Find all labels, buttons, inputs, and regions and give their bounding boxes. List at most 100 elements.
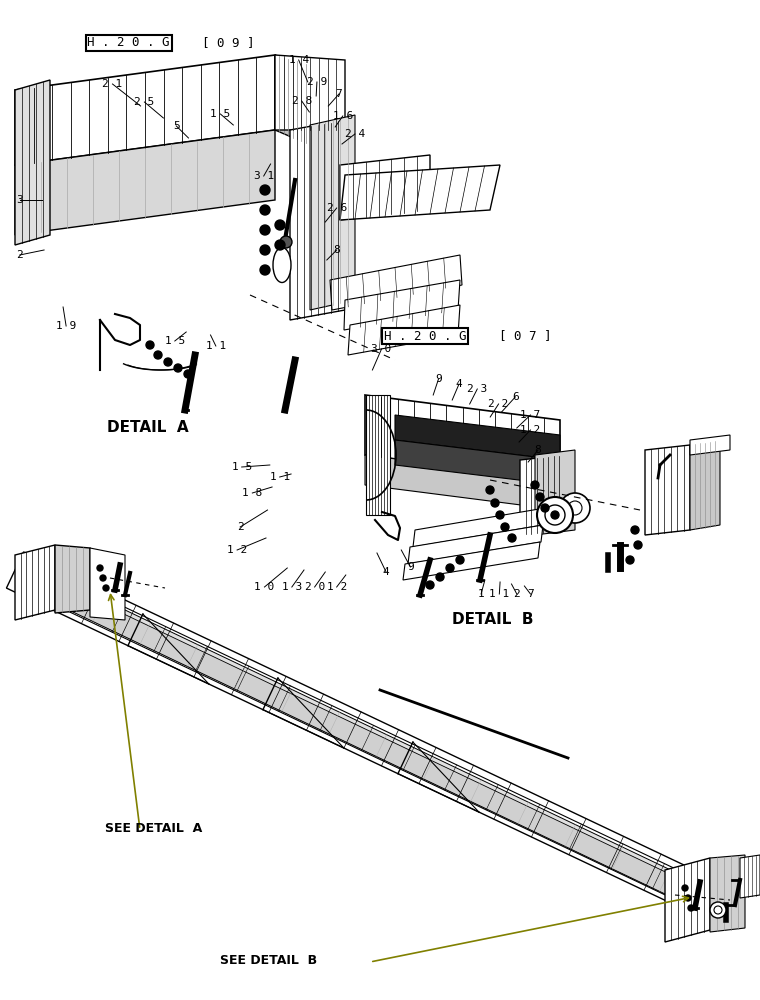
Text: 1 8: 1 8 bbox=[242, 488, 262, 498]
Text: 1 3: 1 3 bbox=[282, 582, 302, 592]
Circle shape bbox=[541, 504, 549, 512]
Polygon shape bbox=[740, 855, 760, 898]
Text: 1: 1 bbox=[478, 589, 484, 599]
Polygon shape bbox=[310, 115, 355, 310]
Text: 1 5: 1 5 bbox=[211, 109, 230, 119]
Text: 6: 6 bbox=[512, 392, 518, 402]
Text: 1 2: 1 2 bbox=[227, 545, 247, 555]
Text: 2 6: 2 6 bbox=[327, 203, 347, 213]
Circle shape bbox=[456, 556, 464, 564]
Ellipse shape bbox=[273, 247, 291, 282]
Polygon shape bbox=[290, 120, 345, 320]
Circle shape bbox=[568, 501, 582, 515]
Circle shape bbox=[436, 573, 444, 581]
Circle shape bbox=[275, 240, 285, 250]
Circle shape bbox=[260, 205, 270, 215]
Polygon shape bbox=[520, 455, 565, 535]
Polygon shape bbox=[15, 130, 275, 235]
Circle shape bbox=[634, 541, 642, 549]
Text: 1 1: 1 1 bbox=[206, 341, 226, 351]
Text: H . 2 0 . G: H . 2 0 . G bbox=[384, 330, 467, 342]
Polygon shape bbox=[46, 577, 717, 914]
Circle shape bbox=[710, 902, 726, 918]
Circle shape bbox=[446, 564, 454, 572]
Circle shape bbox=[184, 370, 192, 378]
Circle shape bbox=[260, 225, 270, 235]
Polygon shape bbox=[710, 855, 745, 932]
Text: 1 2: 1 2 bbox=[521, 425, 540, 435]
Polygon shape bbox=[690, 435, 730, 455]
Text: SEE DETAIL  B: SEE DETAIL B bbox=[220, 954, 318, 966]
Text: H . 2 0 . G: H . 2 0 . G bbox=[87, 36, 170, 49]
Text: 2 1: 2 1 bbox=[103, 79, 122, 89]
Polygon shape bbox=[403, 542, 540, 580]
Text: 9: 9 bbox=[407, 562, 413, 572]
Circle shape bbox=[531, 481, 539, 489]
Circle shape bbox=[260, 245, 270, 255]
Text: 2 5: 2 5 bbox=[135, 97, 154, 107]
Text: 4: 4 bbox=[456, 379, 462, 389]
Circle shape bbox=[486, 486, 494, 494]
Text: 2: 2 bbox=[17, 250, 23, 260]
Polygon shape bbox=[15, 55, 275, 165]
Polygon shape bbox=[395, 415, 560, 460]
Circle shape bbox=[280, 236, 292, 248]
Text: 2 9: 2 9 bbox=[307, 77, 327, 87]
Text: 8: 8 bbox=[535, 445, 541, 455]
Circle shape bbox=[100, 575, 106, 581]
Text: 1 0: 1 0 bbox=[255, 582, 274, 592]
Text: 1 5: 1 5 bbox=[165, 336, 185, 346]
Polygon shape bbox=[340, 165, 500, 220]
Circle shape bbox=[688, 905, 694, 911]
Polygon shape bbox=[365, 395, 560, 480]
Circle shape bbox=[537, 497, 573, 533]
Circle shape bbox=[685, 895, 691, 901]
Text: 9: 9 bbox=[435, 374, 442, 384]
Text: 1 9: 1 9 bbox=[56, 321, 76, 331]
Polygon shape bbox=[395, 440, 560, 485]
Circle shape bbox=[626, 556, 634, 564]
Circle shape bbox=[536, 493, 544, 501]
Text: DETAIL  B: DETAIL B bbox=[451, 612, 534, 628]
Circle shape bbox=[560, 493, 590, 523]
Text: 2: 2 bbox=[237, 522, 243, 532]
Polygon shape bbox=[275, 55, 345, 130]
Text: SEE DETAIL  A: SEE DETAIL A bbox=[105, 822, 202, 834]
Text: 3 0: 3 0 bbox=[372, 344, 391, 354]
Text: DETAIL  A: DETAIL A bbox=[107, 420, 189, 436]
Circle shape bbox=[682, 885, 688, 891]
Circle shape bbox=[496, 511, 504, 519]
Circle shape bbox=[260, 265, 270, 275]
Text: 3: 3 bbox=[17, 195, 23, 205]
Circle shape bbox=[508, 534, 516, 542]
Polygon shape bbox=[344, 280, 460, 330]
Circle shape bbox=[714, 906, 722, 914]
Polygon shape bbox=[62, 589, 727, 919]
Circle shape bbox=[501, 523, 509, 531]
Text: 5: 5 bbox=[173, 121, 179, 131]
Polygon shape bbox=[413, 508, 545, 547]
Polygon shape bbox=[275, 55, 310, 145]
Polygon shape bbox=[15, 80, 50, 245]
Polygon shape bbox=[55, 545, 90, 613]
Circle shape bbox=[426, 581, 434, 589]
Text: [ 0 7 ]: [ 0 7 ] bbox=[499, 330, 551, 342]
Text: 1 6: 1 6 bbox=[333, 111, 353, 121]
Polygon shape bbox=[690, 440, 720, 530]
Text: 1 2: 1 2 bbox=[327, 582, 347, 592]
Polygon shape bbox=[90, 548, 125, 620]
Text: 7: 7 bbox=[336, 89, 342, 99]
Circle shape bbox=[174, 364, 182, 372]
Circle shape bbox=[97, 565, 103, 571]
Polygon shape bbox=[535, 450, 575, 535]
Text: 1 4: 1 4 bbox=[289, 55, 309, 65]
Polygon shape bbox=[645, 445, 690, 535]
Text: 2 3: 2 3 bbox=[467, 384, 487, 394]
Polygon shape bbox=[15, 545, 55, 620]
Circle shape bbox=[146, 341, 154, 349]
Text: 1 1: 1 1 bbox=[270, 472, 290, 482]
Polygon shape bbox=[665, 858, 710, 942]
Text: 2: 2 bbox=[514, 589, 520, 599]
Text: 2 0: 2 0 bbox=[305, 582, 325, 592]
Polygon shape bbox=[408, 525, 543, 564]
